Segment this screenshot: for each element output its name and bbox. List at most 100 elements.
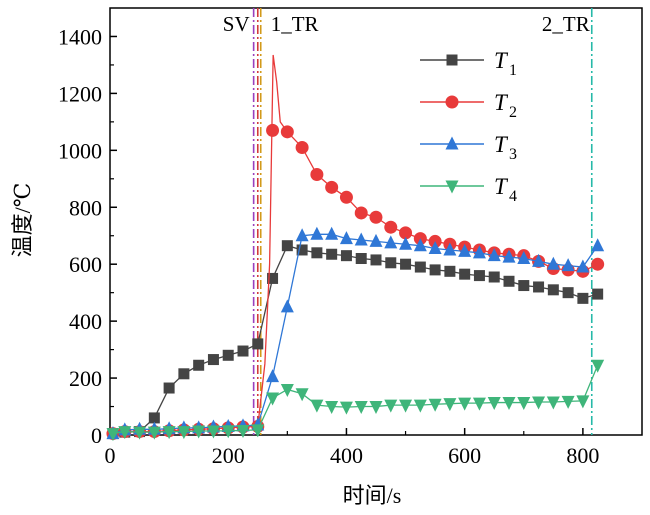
data-point [267, 272, 279, 284]
data-point [325, 180, 339, 194]
data-point [561, 395, 575, 409]
data-point [266, 392, 280, 406]
data-point [399, 226, 413, 240]
data-point [444, 265, 456, 277]
data-point [384, 235, 398, 249]
data-point [400, 258, 412, 270]
data-point [339, 231, 353, 245]
y-tick-label: 1200 [58, 81, 102, 106]
data-point [133, 426, 147, 440]
data-point [340, 250, 352, 262]
data-point [399, 399, 413, 413]
data-point [473, 270, 485, 282]
series-line [112, 244, 598, 435]
data-point [339, 190, 353, 204]
plot-frame [109, 7, 643, 436]
data-point [266, 369, 280, 383]
data-point [414, 261, 426, 273]
data-point [487, 397, 501, 411]
y-tick-label: 800 [69, 195, 102, 220]
legend-subscript: 3 [509, 146, 517, 163]
data-point [237, 345, 249, 357]
data-point [354, 232, 368, 246]
data-point [413, 399, 427, 413]
data-point [147, 426, 161, 440]
data-point [546, 396, 560, 410]
data-point [561, 258, 575, 272]
event-label: SV [223, 12, 250, 36]
data-point [472, 245, 486, 259]
event-label: 1_TR [271, 12, 319, 36]
data-point [487, 248, 501, 262]
data-point [354, 401, 368, 415]
legend-label: T [494, 48, 509, 73]
data-point [428, 398, 442, 412]
data-point [310, 168, 324, 182]
data-point [546, 256, 560, 270]
data-point [192, 425, 206, 439]
data-point [311, 247, 323, 259]
series-group [106, 54, 605, 442]
data-point [503, 275, 515, 287]
data-point [206, 425, 220, 439]
data-point [163, 382, 175, 394]
data-point [591, 359, 605, 373]
data-point [384, 399, 398, 413]
data-point [547, 284, 559, 296]
data-point [413, 238, 427, 252]
data-point [310, 399, 324, 413]
data-point [296, 244, 308, 256]
data-point [532, 253, 546, 267]
data-point [385, 257, 397, 269]
legend-marker [445, 95, 459, 109]
legend-subscript: 4 [509, 188, 517, 205]
y-axis-label: 温度/℃ [10, 183, 35, 258]
data-point [577, 292, 589, 304]
data-point [592, 288, 604, 300]
data-point [591, 257, 605, 271]
data-point [458, 243, 472, 257]
data-point [428, 241, 442, 255]
data-point [325, 226, 339, 240]
data-point [221, 425, 235, 439]
data-point [472, 397, 486, 411]
x-tick-label: 800 [566, 443, 599, 468]
series-line [112, 365, 599, 435]
data-point [443, 242, 457, 256]
data-point [251, 424, 265, 438]
data-point [193, 359, 205, 371]
y-tick-label: 1400 [58, 24, 102, 49]
y-tick-label: 0 [91, 423, 102, 448]
annotations: SV 1_TR 2_TR [223, 8, 593, 435]
data-point [266, 123, 280, 137]
legend-subscript: 1 [509, 62, 517, 79]
data-point [591, 238, 605, 252]
data-point [443, 398, 457, 412]
series-line [112, 233, 599, 435]
event-label: 2_TR [542, 12, 590, 36]
data-point [458, 397, 472, 411]
data-point [488, 271, 500, 283]
legend-label: T [494, 132, 509, 157]
data-point [576, 395, 590, 409]
legend-marker [446, 54, 458, 66]
data-point [281, 240, 293, 252]
x-tick-label: 200 [212, 443, 245, 468]
data-point [295, 228, 309, 242]
series-T1 [107, 240, 604, 440]
legend-marker [445, 136, 459, 150]
data-point [355, 253, 367, 265]
data-point [562, 287, 574, 299]
data-point [295, 140, 309, 154]
data-point [280, 125, 294, 139]
y-tick-label: 200 [69, 366, 102, 391]
x-tick-label: 0 [105, 443, 116, 468]
data-point [222, 349, 234, 361]
data-point [399, 236, 413, 250]
data-point [459, 268, 471, 280]
data-point [502, 249, 516, 263]
data-point [162, 426, 176, 440]
